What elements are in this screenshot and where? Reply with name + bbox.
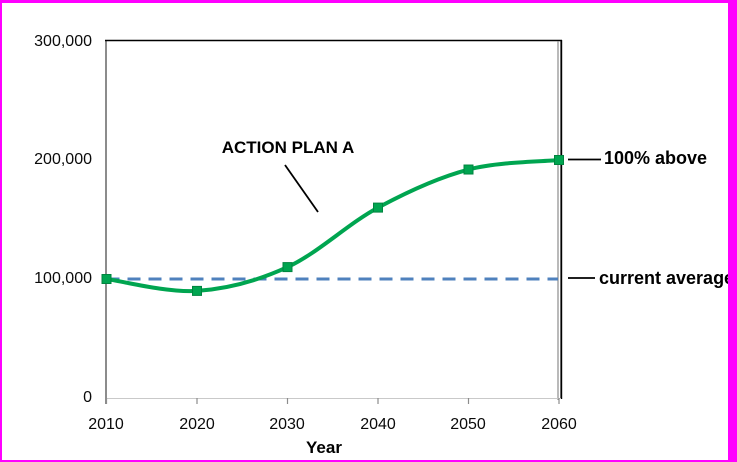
x-tick-label-2010: 2010 [88, 416, 124, 433]
series-marker [192, 285, 202, 296]
x-tick-label-2050: 2050 [450, 416, 486, 433]
x-tick-label-2030: 2030 [269, 416, 305, 433]
plan-leader-line [284, 164, 319, 213]
series-markers [101, 155, 564, 296]
x-tick-label-2020: 2020 [179, 416, 215, 433]
x-tick-label-2040: 2040 [360, 416, 396, 433]
series-marker [282, 262, 293, 273]
series-marker [373, 202, 383, 213]
series-line [104, 158, 561, 294]
x-axis-title: Year [306, 438, 342, 457]
y-tick-label-200000: 200,000 [34, 151, 92, 168]
series-marker [463, 164, 474, 175]
y-tick-label-100000: 100,000 [34, 270, 92, 287]
annotation-100-above: 100% above [604, 148, 708, 168]
y-tick-label-0: 0 [83, 389, 92, 406]
annotation-current-average: current average [599, 268, 735, 288]
series-marker [554, 155, 564, 165]
x-tick-label-2060: 2060 [541, 416, 577, 433]
x-tick-marks [105, 398, 560, 404]
chart-canvas [101, 39, 601, 404]
series-marker [101, 274, 112, 284]
y-tick-label-300000: 300,000 [34, 33, 92, 50]
annotation-action-plan: ACTION PLAN A [221, 138, 355, 157]
